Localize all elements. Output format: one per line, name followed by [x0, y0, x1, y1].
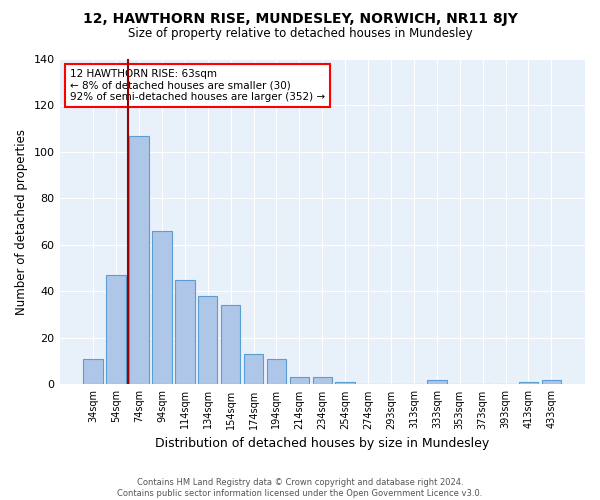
Bar — [335, 382, 355, 384]
Bar — [519, 382, 538, 384]
Text: Contains HM Land Registry data © Crown copyright and database right 2024.
Contai: Contains HM Land Registry data © Crown c… — [118, 478, 482, 498]
Bar — [83, 359, 103, 384]
Bar — [198, 296, 217, 384]
Bar — [313, 378, 332, 384]
Bar — [267, 359, 286, 384]
Y-axis label: Number of detached properties: Number of detached properties — [15, 128, 28, 314]
Bar — [244, 354, 263, 384]
Text: Size of property relative to detached houses in Mundesley: Size of property relative to detached ho… — [128, 28, 472, 40]
Bar — [129, 136, 149, 384]
Bar — [221, 306, 241, 384]
X-axis label: Distribution of detached houses by size in Mundesley: Distribution of detached houses by size … — [155, 437, 490, 450]
Bar — [175, 280, 194, 384]
Bar — [427, 380, 446, 384]
Bar — [290, 378, 309, 384]
Bar — [106, 275, 126, 384]
Text: 12 HAWTHORN RISE: 63sqm
← 8% of detached houses are smaller (30)
92% of semi-det: 12 HAWTHORN RISE: 63sqm ← 8% of detached… — [70, 69, 325, 102]
Bar — [542, 380, 561, 384]
Text: 12, HAWTHORN RISE, MUNDESLEY, NORWICH, NR11 8JY: 12, HAWTHORN RISE, MUNDESLEY, NORWICH, N… — [83, 12, 517, 26]
Bar — [152, 231, 172, 384]
